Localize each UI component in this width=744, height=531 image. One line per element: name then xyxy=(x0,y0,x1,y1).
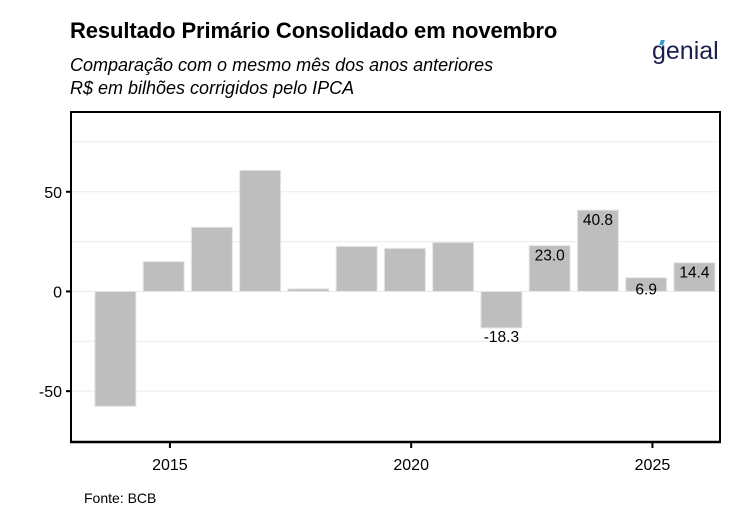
bar-nov-2017 xyxy=(287,288,330,292)
axes: 50 0 -50 2015 2020 2025 xyxy=(39,111,721,474)
x-tick-label: 2020 xyxy=(393,457,429,474)
chart-title: Resultado Primário Consolidado em novemb… xyxy=(70,18,558,43)
bar-nov-2016 xyxy=(239,169,282,292)
x-tick-label: 2025 xyxy=(635,457,671,474)
bar-nov-2025 xyxy=(673,262,716,292)
bar-nov-2024 xyxy=(625,277,668,292)
bar-nov-2020 xyxy=(432,241,475,292)
bar-nov-2021 xyxy=(480,290,523,329)
x-tick-label: 2015 xyxy=(152,457,188,474)
bar-nov-2019 xyxy=(383,247,426,292)
data-label: -18.3 xyxy=(484,329,519,346)
chart-subtitle-line-1: Comparação com o mesmo mês dos anos ante… xyxy=(70,55,494,75)
y-tick-label: 50 xyxy=(44,185,62,202)
y-tick-label: -50 xyxy=(39,384,62,401)
data-label: 14.4 xyxy=(679,265,710,282)
bar-nov-2022 xyxy=(528,245,571,292)
data-label: 6.9 xyxy=(635,281,657,298)
data-label: 23.0 xyxy=(535,248,566,265)
bar-nov-2023 xyxy=(576,209,619,292)
bar-nov-2013 xyxy=(94,290,137,407)
bars xyxy=(94,169,716,407)
chart-subtitle-line-2: R$ em bilhões corrigidos pelo IPCA xyxy=(70,78,355,98)
bar-labels: -18.3 23.0 40.8 6.9 14.4 xyxy=(484,212,710,346)
bar-nov-2015 xyxy=(190,226,233,292)
bar-nov-2014 xyxy=(142,261,185,292)
bar-nov-2018 xyxy=(335,245,378,292)
data-label: 40.8 xyxy=(583,212,613,229)
source-caption: Fonte: BCB xyxy=(84,490,157,506)
y-tick-label: 0 xyxy=(53,284,62,301)
